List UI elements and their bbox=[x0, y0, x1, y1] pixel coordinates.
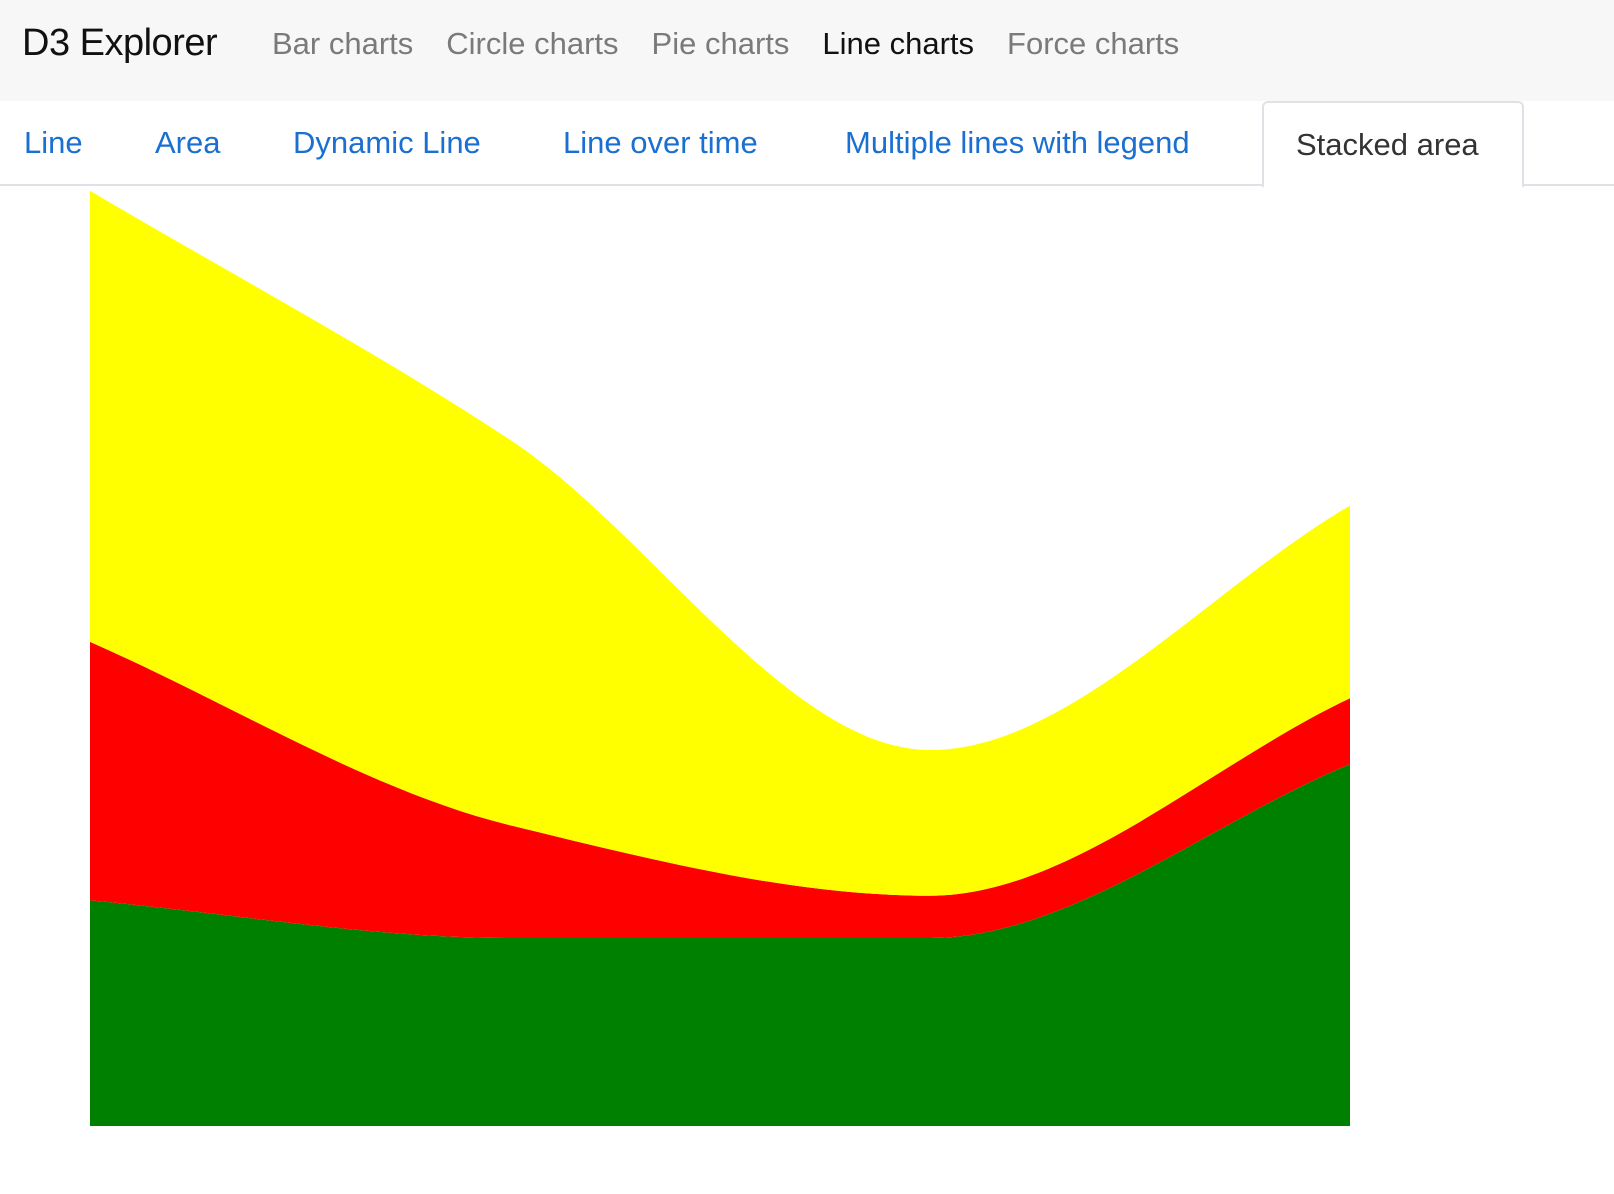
area-layer-1 bbox=[90, 764, 1350, 1126]
nav-link-force-charts[interactable]: Force charts bbox=[1007, 26, 1180, 61]
tab-multiple-lines-with-legend[interactable]: Multiple lines with legend bbox=[845, 125, 1190, 160]
stacked-area-chart bbox=[90, 190, 1350, 1126]
tab-area[interactable]: Area bbox=[155, 125, 221, 160]
top-navbar: D3 Explorer Bar charts Circle charts Pie… bbox=[0, 0, 1614, 101]
tab-stacked-area[interactable]: Stacked area bbox=[1262, 101, 1524, 188]
area-layer-3 bbox=[90, 190, 1350, 896]
nav-link-circle-charts[interactable]: Circle charts bbox=[446, 26, 619, 61]
chart-tabs: Line Area Dynamic Line Line over time Mu… bbox=[0, 101, 1614, 188]
nav-links: Bar charts Circle charts Pie charts Line… bbox=[272, 26, 1212, 62]
area-layer-2 bbox=[90, 641, 1350, 938]
nav-link-line-charts[interactable]: Line charts bbox=[822, 26, 975, 61]
tab-line[interactable]: Line bbox=[24, 125, 83, 160]
nav-link-bar-charts[interactable]: Bar charts bbox=[272, 26, 414, 61]
nav-link-pie-charts[interactable]: Pie charts bbox=[651, 26, 790, 61]
tab-dynamic-line[interactable]: Dynamic Line bbox=[293, 125, 481, 160]
brand-logo[interactable]: D3 Explorer bbox=[22, 22, 218, 64]
chart-layers bbox=[90, 190, 1350, 1126]
tab-line-over-time[interactable]: Line over time bbox=[563, 125, 758, 160]
chart-area bbox=[0, 186, 1614, 1194]
